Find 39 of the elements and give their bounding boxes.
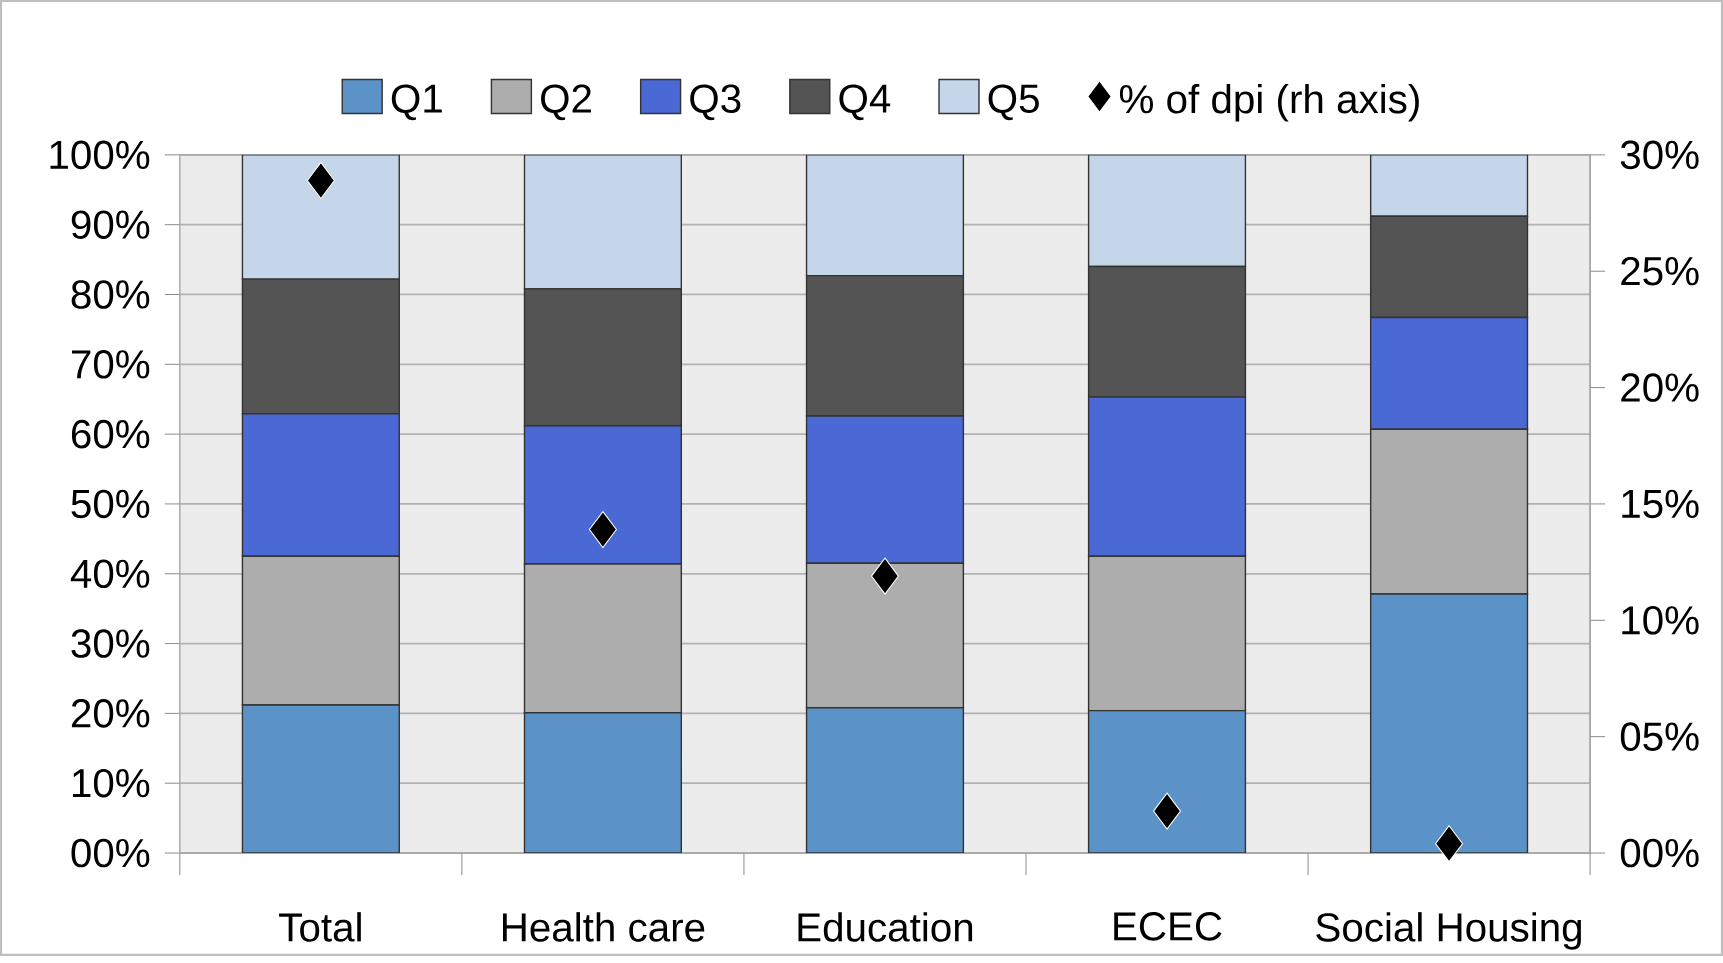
x-tick-label: Social Housing	[1316, 912, 1581, 950]
bar	[1087, 154, 1247, 268]
point	[1153, 792, 1182, 830]
y2-tick-label: 15%	[1622, 489, 1699, 519]
y-tick-label: 20%	[71, 699, 150, 728]
y2-tick-label: 20%	[1621, 373, 1699, 402]
point	[588, 510, 617, 548]
y-tick-label: 40%	[70, 559, 150, 588]
x-tick-label: Total	[279, 912, 361, 942]
point	[306, 161, 335, 199]
bar	[805, 154, 965, 277]
legend-label: Q2	[541, 84, 591, 121]
y2-tick-label: 30%	[1620, 140, 1699, 170]
y-tick-label: 100%	[50, 140, 150, 170]
y2-tick-label: 10%	[1622, 605, 1699, 635]
legend-label: Q4	[839, 84, 891, 121]
y-tick-label: 90%	[71, 210, 150, 239]
x-tick-label: Education	[798, 912, 973, 942]
x-tick-label: ECEC	[1114, 912, 1222, 941]
legend-label: Q5	[988, 84, 1039, 121]
y2-tick-label: 25%	[1621, 256, 1699, 286]
point	[1435, 825, 1464, 863]
legend-label: Q1	[391, 84, 442, 121]
bar	[1369, 154, 1529, 217]
x-tick-label: Health care	[503, 912, 705, 942]
y-tick-label: 30%	[71, 629, 150, 658]
y-tick-label: 80%	[71, 280, 150, 309]
y-tick-label: 70%	[71, 349, 150, 379]
y-tick-label: 00%	[71, 838, 150, 868]
y-tick-label: 50%	[71, 489, 150, 519]
legend-label: Q3	[690, 84, 741, 121]
y2-tick-label: 05%	[1620, 722, 1699, 751]
y-tick-label: 10%	[72, 768, 150, 798]
bar	[241, 154, 400, 280]
y-tick-label: 60%	[71, 419, 150, 449]
legend-label: % of dpi (rh axis)	[1119, 83, 1419, 122]
point	[870, 557, 899, 595]
y2-tick-label: 00%	[1620, 838, 1699, 868]
bar	[523, 154, 683, 290]
